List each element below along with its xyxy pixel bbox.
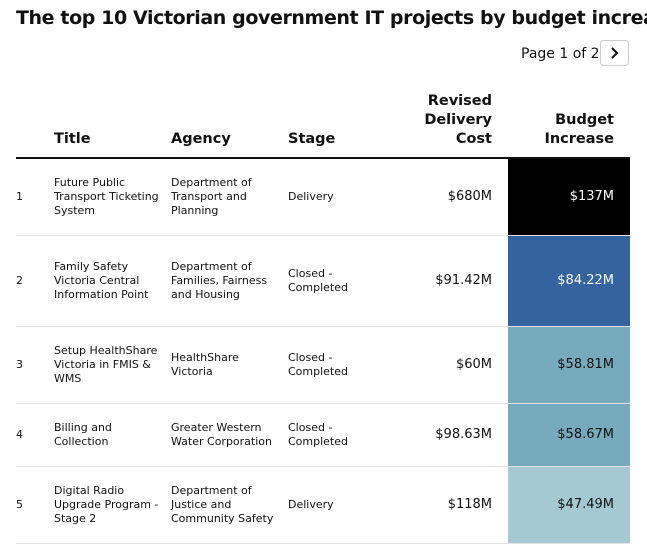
table-row: 1 Future Public Transport Ticketing Syste… [16,158,630,236]
table-row: 5 Digital Radio Upgrade Program - Stage 2… [16,466,630,544]
table-body: 1 Future Public Transport Ticketing Syste… [16,158,630,544]
next-page-button[interactable] [600,40,629,66]
column-header-text: Revised Delivery Cost [424,93,493,147]
rank-cell: 4 [16,403,54,467]
agency-cell: Department of Transport and Planning [171,158,288,236]
agency-cell: Department of Justice and Community Safe… [171,466,288,544]
revised-cost-cell: $98.63M [388,403,508,467]
agency-cell: Greater Western Water Corporation [171,403,288,467]
revised-cost-cell: $118M [388,466,508,544]
title-cell: Billing and Collection [54,403,171,467]
table-row: 2 Family Safety Victoria Central Informat… [16,235,630,327]
page-indicator: Page 1 of 2 [521,46,600,62]
header-row: Title Agency Stage Revised Delivery Cost Bud… [16,92,630,159]
revised-cost-cell: $60M [388,326,508,404]
title-cell: Family Safety Victoria Central Informati… [54,235,171,327]
column-header: Agency [171,92,288,159]
column-header: Budget Increase [508,92,630,159]
title-cell: Setup HealthShare Victoria in FMIS & WMS [54,326,171,404]
agency-cell: Department of Families, Fairness and Hou… [171,235,288,327]
column-header [16,92,54,159]
rank-cell: 2 [16,235,54,327]
projects-table: Title Agency Stage Revised Delivery Cost Bud… [16,92,630,544]
column-header: Stage [288,92,388,159]
column-header: Title [54,92,171,159]
title-cell: Future Public Transport Ticketing System [54,158,171,236]
table-row: 3 Setup HealthShare Victoria in FMIS & WM… [16,326,630,404]
stage-cell: Closed - Completed [288,235,388,327]
rank-cell: 1 [16,158,54,236]
title: The top 10 Victorian government IT proje… [16,7,647,29]
next-icon [611,47,619,59]
stage-cell: Closed - Completed [288,403,388,467]
stage-cell: Delivery [288,158,388,236]
budget-increase-cell: $137M [508,158,630,236]
column-header-text: Budget Increase [544,112,615,147]
budget-increase-cell: $84.22M [508,235,630,327]
agency-cell: HealthShare Victoria [171,326,288,404]
stage-cell: Closed - Completed [288,326,388,404]
budget-increase-cell: $58.81M [508,326,630,404]
budget-increase-cell: $58.67M [508,403,630,467]
column-header: Revised Delivery Cost [388,92,508,159]
stage-cell: Delivery [288,466,388,544]
rank-cell: 3 [16,326,54,404]
revised-cost-cell: $680M [388,158,508,236]
title-cell: Digital Radio Upgrade Program - Stage 2 [54,466,171,544]
revised-cost-cell: $91.42M [388,235,508,327]
budget-increase-cell: $47.49M [508,466,630,544]
rank-cell: 5 [16,466,54,544]
table-row: 4 Billing and Collection Greater Western W… [16,403,630,467]
